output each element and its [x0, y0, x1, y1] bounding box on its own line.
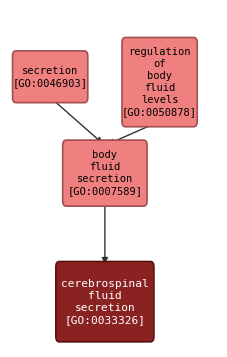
- FancyBboxPatch shape: [56, 261, 153, 342]
- Text: cerebrospinal
fluid
secretion
[GO:0033326]: cerebrospinal fluid secretion [GO:003332…: [61, 279, 148, 325]
- FancyBboxPatch shape: [12, 51, 87, 103]
- Text: body
fluid
secretion
[GO:0007589]: body fluid secretion [GO:0007589]: [67, 150, 142, 196]
- FancyBboxPatch shape: [121, 37, 196, 127]
- Text: secretion
[GO:0046903]: secretion [GO:0046903]: [13, 66, 87, 88]
- FancyBboxPatch shape: [62, 140, 146, 206]
- Text: regulation
of
body
fluid
levels
[GO:0050878]: regulation of body fluid levels [GO:0050…: [122, 47, 196, 117]
